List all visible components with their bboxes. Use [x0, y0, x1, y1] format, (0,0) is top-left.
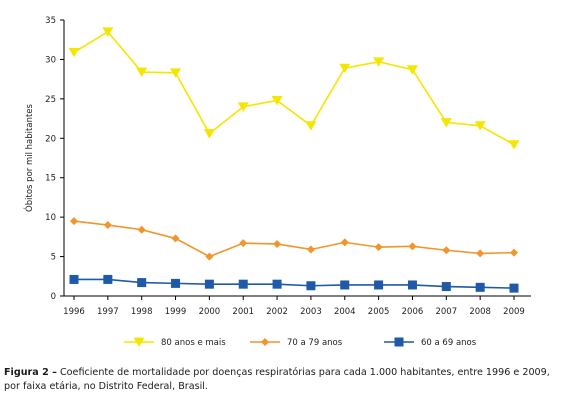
- series-0: [68, 27, 520, 150]
- data-point: [103, 221, 112, 230]
- data-point: [237, 102, 249, 112]
- data-point: [103, 274, 113, 284]
- y-tick-label: 20: [45, 134, 56, 144]
- data-point: [510, 248, 518, 257]
- data-point: [306, 245, 315, 254]
- data-point: [407, 280, 417, 290]
- data-point: [204, 279, 214, 289]
- y-tick-label: 30: [45, 55, 56, 65]
- data-point: [136, 67, 148, 77]
- data-point: [508, 140, 520, 150]
- data-point: [203, 129, 215, 139]
- x-tick-label: 2008: [469, 307, 491, 317]
- y-axis-label: Óbitos por mil habitantes: [23, 103, 35, 211]
- x-tick-label: 1996: [63, 307, 85, 317]
- data-point: [306, 281, 316, 291]
- data-point: [102, 27, 114, 37]
- data-point: [440, 118, 452, 128]
- data-point: [340, 280, 350, 290]
- x-tick-label: 2002: [266, 307, 288, 317]
- data-point: [442, 246, 451, 255]
- y-tick-label: 5: [51, 253, 56, 263]
- legend-label: 70 a 79 anos: [287, 338, 343, 348]
- series-line: [73, 30, 515, 146]
- x-tick-label: 1999: [165, 307, 187, 317]
- data-point: [374, 280, 384, 290]
- legend-label: 80 anos e mais: [161, 338, 226, 348]
- y-tick-label: 10: [45, 213, 56, 223]
- data-point: [273, 239, 282, 248]
- legend: 80 anos e mais 70 a 79 anos 60 a 69 anos: [124, 337, 477, 348]
- data-point: [205, 252, 214, 261]
- figure-caption: Figura 2 – Coeficiente de mortalidade po…: [4, 366, 554, 394]
- legend-marker: [261, 338, 269, 346]
- data-point: [509, 283, 519, 293]
- data-point: [171, 234, 180, 243]
- legend-label: 60 a 69 anos: [421, 338, 477, 348]
- data-point: [339, 63, 351, 74]
- x-tick-label: 2003: [300, 307, 322, 317]
- x-tick-label: 2004: [334, 307, 356, 317]
- y-tick-label: 15: [45, 174, 56, 184]
- legend-item: 70 a 79 anos: [250, 338, 343, 348]
- data-point: [340, 238, 349, 247]
- data-point: [272, 279, 282, 289]
- legend-item: 60 a 69 anos: [384, 337, 477, 348]
- x-tick-label: 2009: [503, 307, 525, 317]
- axes: 0 5 10 15 20 25 30 35 1996 1997 1998 1999 2000 2001 20…: [45, 16, 531, 317]
- series-2: [69, 274, 519, 293]
- data-point: [441, 282, 451, 292]
- data-point: [68, 47, 80, 58]
- data-point: [171, 278, 181, 288]
- data-point: [408, 242, 417, 251]
- y-tick-label: 35: [45, 16, 56, 26]
- data-point: [305, 121, 317, 131]
- data-point: [238, 279, 248, 289]
- series-1: [70, 217, 518, 261]
- data-point: [374, 243, 383, 252]
- x-tick-label: 2001: [232, 307, 254, 317]
- x-tick-label: 2006: [402, 307, 424, 317]
- data-point: [474, 121, 486, 131]
- legend-marker: [133, 337, 145, 347]
- data-point: [475, 282, 485, 292]
- data-point: [373, 57, 385, 67]
- data-point: [170, 68, 182, 78]
- data-point: [239, 239, 248, 248]
- x-tick-label: 2000: [199, 307, 221, 317]
- data-point: [476, 249, 485, 258]
- y-tick-label: 0: [51, 292, 56, 302]
- line-chart: Óbitos por mil habitantes 0 5 10 15 20 25 30 35…: [23, 16, 531, 348]
- data-point: [406, 65, 418, 75]
- y-tick-label: 25: [45, 95, 56, 105]
- data-point: [271, 96, 283, 106]
- legend-item: 80 anos e mais: [124, 337, 226, 348]
- x-tick-label: 2007: [435, 307, 457, 317]
- x-tick-label: 1997: [97, 307, 119, 317]
- data-point: [137, 225, 146, 234]
- x-tick-label: 2005: [368, 307, 390, 317]
- x-tick-label: 1998: [131, 307, 153, 317]
- legend-marker: [394, 337, 404, 347]
- caption-text: Coeficiente de mortalidade por doenças r…: [4, 367, 550, 392]
- data-point: [69, 274, 79, 284]
- series-line: [74, 278, 515, 289]
- series-layer: [68, 27, 520, 293]
- caption-label: Figura 2 –: [4, 367, 57, 378]
- data-point: [70, 217, 78, 226]
- series-line: [73, 220, 515, 258]
- data-point: [137, 278, 147, 288]
